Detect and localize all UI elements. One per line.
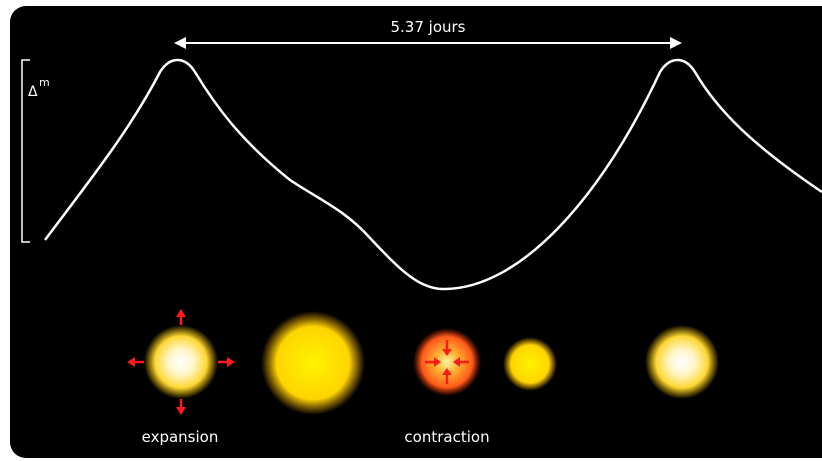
star-contracting	[413, 328, 481, 396]
period-label: 5.37 jours	[391, 18, 466, 36]
star-max	[261, 311, 365, 415]
amplitude-bracket	[21, 59, 30, 243]
period-arrow	[174, 37, 682, 49]
contraction-label: contraction	[404, 428, 489, 446]
star-min	[503, 337, 557, 391]
amplitude-superscript: m	[39, 76, 50, 89]
expansion-arrows	[127, 309, 235, 415]
amplitude-symbol: Δ	[28, 84, 38, 100]
contraction-arrows	[425, 340, 469, 384]
light-curve	[44, 58, 822, 291]
expansion-label: expansion	[142, 428, 219, 446]
star-expanding	[144, 325, 218, 399]
star-repeat	[645, 325, 719, 399]
